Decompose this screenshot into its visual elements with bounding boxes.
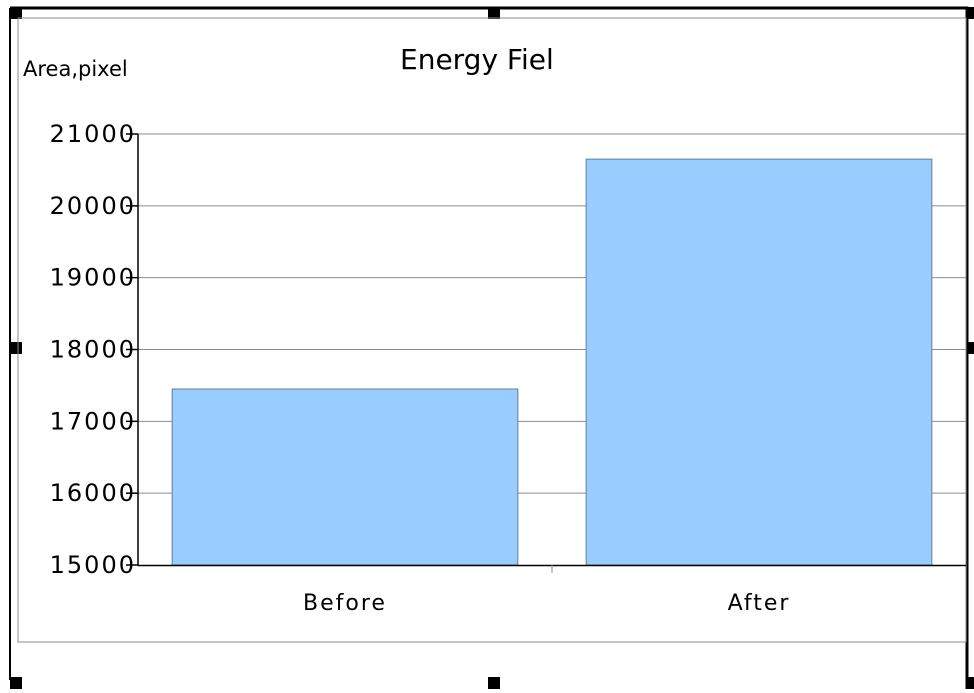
resize-handle-top-left[interactable] [10,7,22,19]
y-tick-label: 19000 [50,264,136,292]
y-tick-label: 16000 [50,479,136,507]
resize-handle-top-right[interactable] [966,7,974,19]
y-axis-label: Area,pixel [23,57,128,81]
resize-handle-bottom-center[interactable] [488,677,500,689]
y-axis-ticks: 15000 16000 17000 18000 19000 20000 21000 [50,120,138,579]
y-tick-label: 18000 [50,336,136,364]
resize-handle-middle-right[interactable] [966,342,974,354]
y-tick-label: 17000 [50,407,136,435]
y-tick-label: 15000 [50,551,136,579]
x-tick-label: Before [303,591,387,616]
x-tick-label: After [728,591,791,616]
x-axis-ticks: Before After [303,565,791,616]
bars [171,158,933,566]
resize-handle-bottom-left[interactable] [10,677,22,689]
resize-handle-top-center[interactable] [488,7,500,19]
resize-handle-middle-left[interactable] [10,342,22,354]
bar-after [585,158,933,566]
resize-handle-bottom-right[interactable] [966,677,974,689]
selection-frame[interactable] [9,6,974,689]
y-tick-label: 20000 [50,192,136,220]
bar-before [171,388,519,566]
chart-title: Energy Fiel [400,43,554,76]
y-tick-label: 21000 [50,120,136,148]
